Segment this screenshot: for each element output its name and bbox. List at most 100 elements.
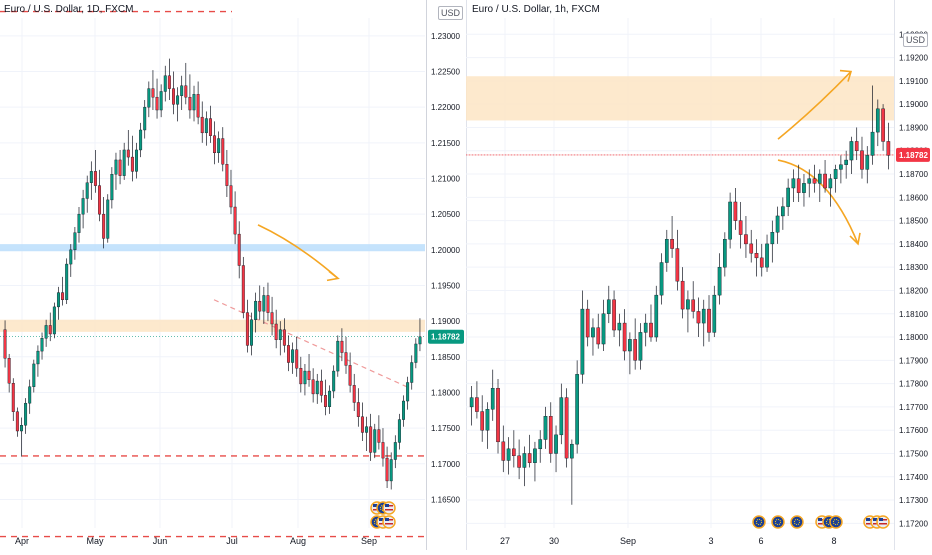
right-candle [548, 402, 553, 463]
right-candle [786, 178, 790, 216]
event-badge-us-flag-icon-ring[interactable] [382, 515, 396, 529]
event-badge-us-flag-icon-ring[interactable] [382, 501, 396, 515]
left-candle-body [192, 94, 196, 111]
left-candle-body [393, 442, 397, 460]
right-candle-body [512, 448, 516, 457]
left-candle [3, 320, 7, 368]
right-y-tick-label: 1.17700 [899, 403, 928, 412]
right-candle [833, 164, 838, 193]
left-x-tick-label: Sep [361, 536, 377, 546]
left-candle-body [151, 88, 155, 98]
right-y-tick-label: 1.18200 [899, 286, 928, 295]
right-candle [522, 446, 527, 487]
left-candle-body [61, 292, 65, 300]
right-candle-body [554, 434, 558, 454]
event-badge-eu-flag-icon[interactable] [752, 515, 766, 529]
left-candle-body [389, 459, 393, 482]
left-candle [217, 131, 221, 163]
right-candle [469, 385, 474, 426]
right-candle-body [881, 108, 885, 142]
event-badge-us-flag-icon-canton [379, 518, 383, 521]
left-candle [114, 152, 118, 190]
left-candle [336, 335, 340, 377]
event-badge-eu-flag-icon-stars [755, 518, 763, 526]
right-candle [765, 234, 769, 272]
event-badge-us-flag-icon[interactable] [382, 501, 396, 515]
left-candle-body [24, 402, 28, 426]
left-candle-body [348, 365, 352, 386]
right-candle [807, 169, 812, 198]
right-y-tick-label: 1.18100 [899, 310, 928, 319]
event-badge-eu-flag-icon[interactable] [771, 515, 785, 529]
right-candle [559, 383, 564, 445]
left-candle-body [40, 338, 44, 352]
event-badge-eu-flag-icon-ring[interactable] [829, 515, 843, 529]
event-badge-eu-flag-icon[interactable] [829, 515, 843, 529]
event-badge-us-flag-icon-canton [873, 518, 877, 521]
right-candle-body [691, 299, 696, 312]
right-x-tick-label: 8 [831, 536, 836, 546]
left-candle-body [237, 233, 241, 266]
event-badge-eu-flag-icon-ring[interactable] [790, 515, 804, 529]
left-candle-body [385, 457, 389, 482]
left-candle-body [418, 336, 422, 345]
left-candle-body [139, 129, 143, 151]
event-badge-eu-flag-icon-stars [774, 518, 782, 526]
right-candle-body [839, 164, 843, 170]
right-candle [612, 290, 616, 338]
left-candle [110, 167, 114, 209]
event-badge-eu-flag-icon[interactable] [790, 515, 804, 529]
right-candle-body [701, 308, 706, 324]
left-candle [85, 175, 89, 213]
right-y-tick-label: 1.18000 [899, 333, 928, 342]
right-candle [881, 104, 885, 151]
event-badge-us-flag-icon[interactable] [382, 515, 396, 529]
left-candle-body [135, 149, 138, 172]
right-currency-label[interactable]: USD [903, 33, 929, 47]
left-chart-title: Euro / U.S. Dollar, 1D, FXCM [4, 4, 134, 15]
event-badge-us-flag-icon-ring[interactable] [876, 515, 890, 529]
right-candle-body [612, 299, 616, 331]
right-candle-body [680, 280, 685, 310]
right-candle [886, 122, 891, 170]
left-candle-body [73, 232, 77, 251]
left-candle [102, 197, 106, 249]
right-chart-title: Euro / U.S. Dollar, 1h, FXCM [472, 4, 600, 15]
right-candle [554, 425, 558, 473]
right-candle [517, 439, 521, 480]
left-candle [410, 355, 414, 390]
right-candle [796, 164, 801, 202]
left-candle-body [114, 159, 118, 175]
left-arrow-head [326, 270, 340, 282]
left-candle-body [188, 96, 192, 111]
left-y-tick-label: 1.19000 [431, 317, 460, 326]
left-candle [52, 302, 56, 339]
event-badge-eu-flag-icon-ring[interactable] [752, 515, 766, 529]
right-candle [617, 313, 622, 347]
right-candle-body [622, 322, 627, 352]
left-candle [118, 149, 122, 185]
left-last-price-badge: 1.18782 [428, 329, 464, 344]
right-candle [823, 160, 827, 193]
right-candle-body [628, 339, 632, 352]
right-candle [696, 297, 701, 338]
right-candle [875, 99, 880, 147]
left-candle-body [102, 213, 106, 239]
left-y-tick-label: 1.20000 [431, 246, 460, 255]
event-badge-us-flag-icon[interactable] [876, 515, 890, 529]
left-candle [81, 189, 85, 229]
left-candle-body [328, 390, 332, 407]
left-candle-body [44, 325, 48, 339]
right-y-tick-label: 1.17800 [899, 380, 928, 389]
left-candle [418, 318, 422, 352]
right-candle-body [480, 411, 485, 431]
left-candle-body [270, 312, 274, 325]
left-candle [311, 368, 315, 403]
left-candle-body [180, 85, 184, 96]
left-candle-body [163, 75, 167, 92]
left-currency-label[interactable]: USD [438, 6, 464, 20]
right-candle-body [522, 453, 527, 468]
right-candle-body [543, 416, 548, 440]
left-candle [122, 142, 126, 180]
event-badge-eu-flag-icon-ring[interactable] [771, 515, 785, 529]
